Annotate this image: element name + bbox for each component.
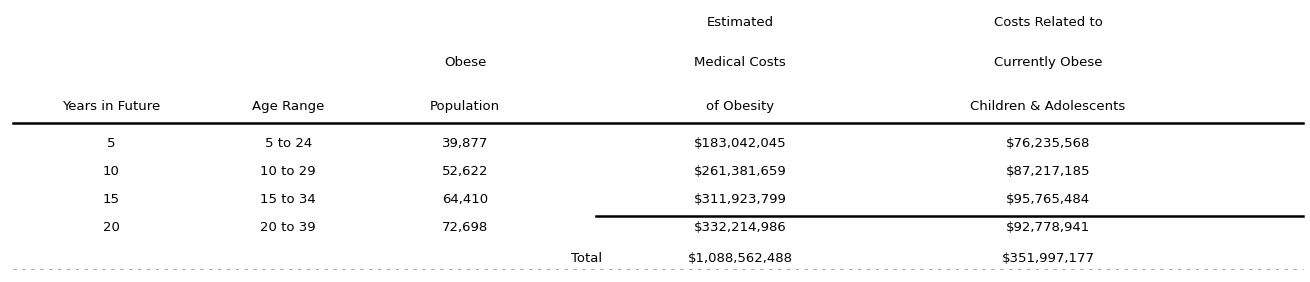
Text: $351,997,177: $351,997,177 — [1002, 252, 1094, 265]
Text: Total: Total — [571, 252, 603, 265]
Text: Currently Obese: Currently Obese — [994, 56, 1102, 69]
Text: $183,042,045: $183,042,045 — [694, 137, 786, 150]
Text: Medical Costs: Medical Costs — [694, 56, 786, 69]
Text: $1,088,562,488: $1,088,562,488 — [688, 252, 793, 265]
Text: 39,877: 39,877 — [441, 137, 489, 150]
Text: Obese: Obese — [444, 56, 486, 69]
Text: $92,778,941: $92,778,941 — [1006, 221, 1090, 234]
Text: $311,923,799: $311,923,799 — [694, 193, 786, 206]
Text: Years in Future: Years in Future — [63, 100, 161, 113]
Text: 20 to 39: 20 to 39 — [261, 221, 316, 234]
Text: Population: Population — [430, 100, 500, 113]
Text: 5 to 24: 5 to 24 — [265, 137, 312, 150]
Text: 10 to 29: 10 to 29 — [261, 165, 316, 178]
Text: $261,381,659: $261,381,659 — [694, 165, 786, 178]
Text: 10: 10 — [103, 165, 119, 178]
Text: $95,765,484: $95,765,484 — [1006, 193, 1090, 206]
Text: 64,410: 64,410 — [441, 193, 489, 206]
Text: Children & Adolescents: Children & Adolescents — [971, 100, 1125, 113]
Text: 72,698: 72,698 — [441, 221, 489, 234]
Text: 15 to 34: 15 to 34 — [261, 193, 316, 206]
Text: $76,235,568: $76,235,568 — [1006, 137, 1090, 150]
Text: 52,622: 52,622 — [441, 165, 489, 178]
Text: of Obesity: of Obesity — [706, 100, 774, 113]
Text: $332,214,986: $332,214,986 — [694, 221, 786, 234]
Text: 5: 5 — [107, 137, 115, 150]
Text: Estimated: Estimated — [706, 16, 774, 28]
Text: 20: 20 — [103, 221, 119, 234]
Text: 15: 15 — [103, 193, 119, 206]
Text: Age Range: Age Range — [252, 100, 325, 113]
Text: $87,217,185: $87,217,185 — [1006, 165, 1090, 178]
Text: Costs Related to: Costs Related to — [993, 16, 1103, 28]
